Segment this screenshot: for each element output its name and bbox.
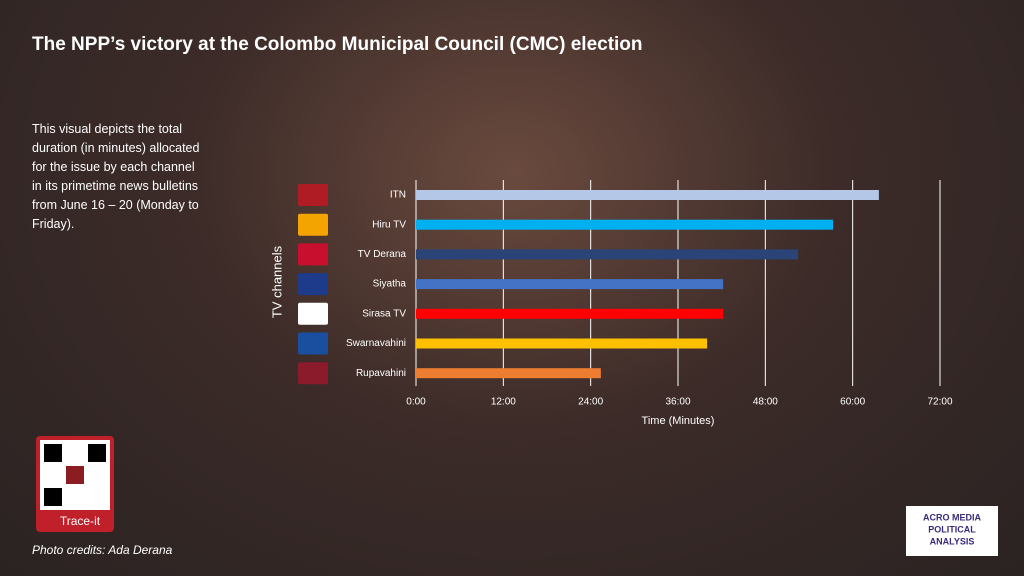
qr-corner: [88, 444, 106, 462]
y-tick-label: Rupavahini: [356, 368, 406, 379]
trace-label: Trace-it: [60, 514, 101, 528]
logo-text: POLITICAL: [928, 524, 976, 534]
logo-text: ACRO MEDIA: [923, 512, 981, 522]
y-tick-label: Siyatha: [373, 279, 407, 290]
x-tick-label: 48:00: [753, 397, 778, 408]
bar: [416, 249, 799, 260]
logo-box: [906, 506, 998, 556]
qr-corner: [44, 444, 62, 462]
y-tick-label: Hiru TV: [372, 219, 406, 230]
x-tick-label: 24:00: [578, 397, 603, 408]
x-axis-label: Time (Minutes): [642, 415, 715, 427]
y-tick-label: Sirasa TV: [362, 308, 406, 319]
y-tick-label: TV Derana: [358, 249, 407, 260]
channel-logo: [298, 243, 328, 266]
channel-logo: [298, 332, 328, 355]
channel-logo: [298, 213, 328, 236]
x-tick-label: 12:00: [491, 397, 516, 408]
x-tick-label: 72:00: [927, 397, 952, 408]
qr-corner: [44, 488, 62, 506]
x-tick-label: 36:00: [665, 397, 690, 408]
qr-center: [66, 466, 84, 484]
bar: [416, 190, 879, 200]
x-tick-label: 0:00: [406, 397, 426, 408]
logo-text: ANALYSIS: [930, 536, 975, 546]
y-tick-label: ITN: [390, 190, 406, 201]
bar: [416, 368, 601, 379]
channel-logo: [298, 302, 328, 325]
y-axis-label: TV channels: [269, 245, 284, 318]
photo-credit: Photo credits: Ada Derana: [32, 543, 173, 557]
description: This visual depicts the total duration (…: [32, 122, 200, 231]
bar: [416, 279, 724, 290]
bar: [416, 308, 724, 319]
channel-logo: [298, 184, 328, 206]
channel-logo: [298, 362, 328, 385]
bar: [416, 338, 708, 349]
bar: [416, 219, 834, 230]
title: The NPP’s victory at the Colombo Municip…: [32, 34, 643, 55]
x-tick-label: 60:00: [840, 397, 865, 408]
y-tick-label: Swarnavahini: [346, 338, 406, 349]
channel-logo: [298, 273, 328, 296]
